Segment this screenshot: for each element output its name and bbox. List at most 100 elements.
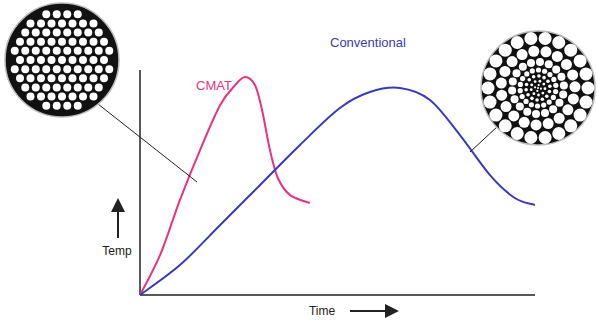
grain [95, 83, 103, 91]
grain [63, 10, 71, 18]
grain [482, 82, 495, 95]
grain [547, 72, 552, 77]
grain [574, 54, 587, 67]
grain [568, 93, 579, 104]
grain [524, 32, 537, 45]
grain [27, 74, 35, 82]
grain [84, 83, 92, 91]
grain [551, 95, 556, 100]
grain [530, 68, 535, 73]
grain [520, 94, 525, 99]
grain [560, 81, 568, 89]
grain [519, 117, 530, 128]
grain [74, 29, 82, 37]
series-line [140, 77, 310, 295]
grain [523, 99, 528, 104]
grain [553, 89, 558, 94]
grain [69, 56, 77, 64]
grain [21, 29, 29, 37]
x-axis [140, 294, 535, 296]
grain [507, 56, 518, 67]
grain [539, 32, 552, 45]
grain [532, 75, 536, 79]
grain [42, 10, 50, 18]
grain [567, 69, 578, 80]
grain [540, 46, 551, 57]
grain [84, 65, 92, 73]
grain [79, 19, 87, 27]
grain [538, 84, 540, 86]
grain [84, 47, 92, 55]
grain [53, 83, 61, 91]
grain [547, 99, 552, 104]
grain [53, 47, 61, 55]
grain [536, 90, 538, 92]
grain [48, 19, 56, 27]
fine-grain-inset [5, 3, 119, 117]
grain [11, 65, 19, 73]
grain [579, 67, 592, 80]
grain [541, 109, 549, 117]
grain [53, 102, 61, 110]
grain [95, 29, 103, 37]
grain [537, 87, 539, 89]
grain [69, 19, 77, 27]
grain [27, 38, 35, 46]
grain [58, 19, 66, 27]
grain [518, 88, 523, 93]
x-arrow [350, 310, 392, 312]
inset-disc [5, 3, 119, 117]
grain [548, 84, 552, 88]
grain [42, 29, 50, 37]
grain [95, 65, 103, 73]
grain [63, 65, 71, 73]
grain [552, 36, 565, 49]
grain [42, 83, 50, 91]
grain [530, 84, 533, 87]
grain [549, 105, 557, 113]
grain [529, 102, 534, 107]
grain [509, 78, 517, 86]
grain [21, 65, 29, 73]
grain [532, 92, 535, 95]
grain [79, 56, 87, 64]
y-axis-label: Temp [102, 244, 132, 258]
grain [536, 67, 541, 72]
grain [553, 83, 558, 88]
grain [524, 88, 528, 92]
grain [32, 65, 40, 73]
grain [79, 93, 87, 101]
grain [69, 93, 77, 101]
grain [105, 65, 113, 73]
grain [545, 94, 549, 98]
grain [535, 98, 539, 102]
grain [496, 78, 507, 89]
inset-disc [481, 31, 595, 145]
leader-line [98, 104, 197, 182]
grain [90, 56, 98, 64]
grain [48, 93, 56, 101]
grain [531, 119, 542, 130]
grain [579, 96, 592, 109]
grain [530, 97, 534, 101]
grain [489, 54, 502, 67]
grain [100, 38, 108, 46]
grain [561, 59, 572, 70]
grain [84, 29, 92, 37]
grain [545, 60, 553, 68]
grain [58, 38, 66, 46]
grain [79, 74, 87, 82]
grain [484, 67, 497, 80]
grain [58, 93, 66, 101]
grain [542, 69, 547, 74]
grain [532, 110, 540, 118]
grain [484, 96, 497, 109]
grain [516, 103, 524, 111]
grain [16, 56, 24, 64]
grain [534, 86, 536, 88]
grain [528, 46, 539, 57]
grain [90, 93, 98, 101]
grain [548, 90, 552, 94]
grain [16, 38, 24, 46]
grain [79, 38, 87, 46]
